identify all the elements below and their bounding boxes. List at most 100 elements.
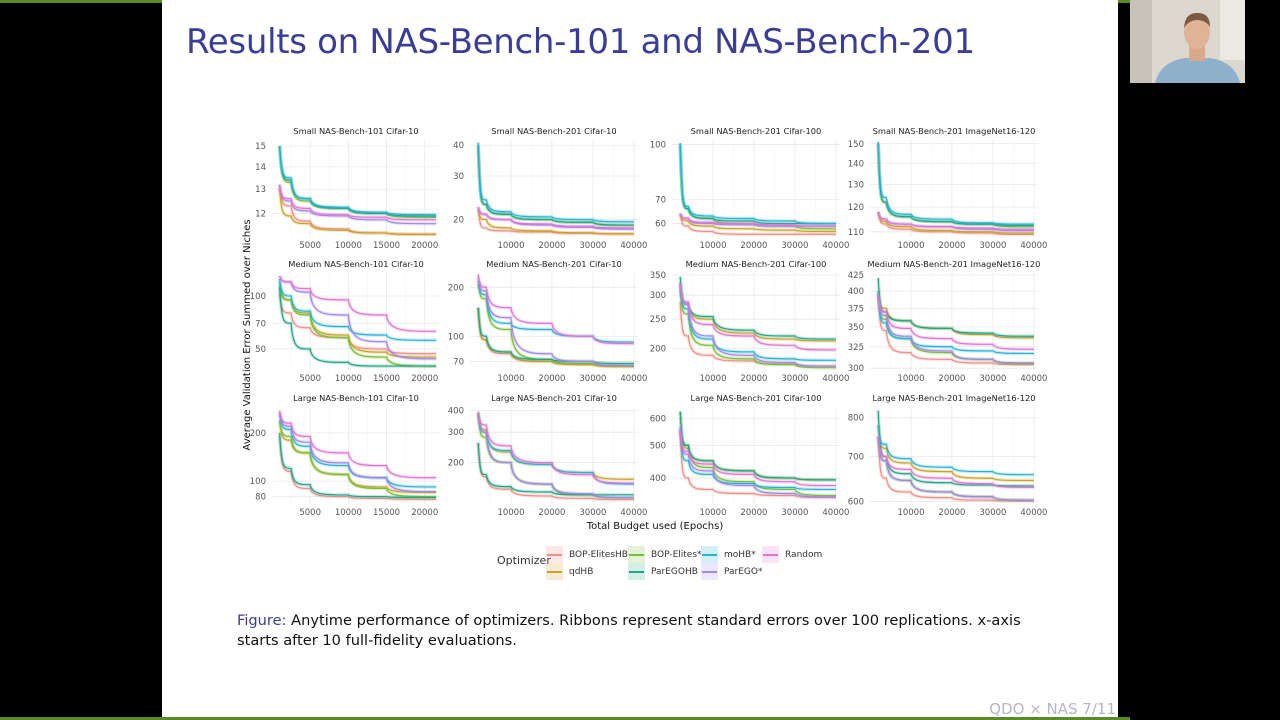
y-tick-label: 14 <box>255 163 266 173</box>
x-tick-label: 10000 <box>335 241 362 251</box>
series-line-ParEGO* <box>679 426 836 498</box>
y-tick-label: 110 <box>848 228 864 238</box>
x-tick-label: 10000 <box>699 241 726 251</box>
legend: Optimizer BOP-ElitesHB qdHB BOP-Elites* Par… <box>162 0 1118 600</box>
y-tick-label: 100 <box>448 332 464 342</box>
y-tick-label: 100 <box>250 477 266 487</box>
x-axis-label: Total Budget used (Epochs) <box>586 521 724 532</box>
y-tick-label: 30 <box>453 172 464 182</box>
series-line-Random <box>477 411 634 484</box>
webcam-video <box>1130 0 1245 83</box>
x-tick-label: 30000 <box>579 508 606 518</box>
panel: 10000 20000 30000 40000 200 250 300 350 Medium N… <box>650 259 850 384</box>
series-line-ParEGO* <box>877 436 1034 501</box>
legend-item: moHB* <box>701 546 756 563</box>
series-line-moHB* <box>477 142 634 223</box>
slide-title: Results on NAS-Bench-101 and NAS-Bench-2… <box>186 22 975 62</box>
panel-title: Small NAS-Bench-201 Cifar-10 <box>491 126 616 136</box>
series-line-qdHB <box>477 209 634 235</box>
y-tick-label: 800 <box>848 414 864 424</box>
x-tick-label: 40000 <box>620 508 647 518</box>
panel-title: Small NAS-Bench-101 Cifar-10 <box>293 126 418 136</box>
x-tick-label: 10000 <box>897 508 924 518</box>
panel-title: Medium NAS-Bench-101 Cifar-10 <box>288 259 424 269</box>
y-tick-label: 130 <box>848 180 864 190</box>
panel: 10000 20000 30000 40000 200 300 400 Large NAS-B… <box>448 393 648 518</box>
legend-label: BOP-Elites* <box>651 549 702 560</box>
legend-item: BOP-Elites* <box>628 546 702 563</box>
legend-swatch <box>546 563 563 580</box>
y-tick-label: 12 <box>255 209 266 219</box>
series-line-ParEGO* <box>477 277 634 367</box>
y-tick-label: 200 <box>448 283 464 293</box>
panel-title: Large NAS-Bench-101 Cifar-10 <box>293 393 419 403</box>
legend-item: Random <box>762 546 822 563</box>
x-tick-label: 5000 <box>299 374 321 384</box>
panel: 10000 20000 30000 40000 400 500 600 Large NAS-B… <box>650 393 850 518</box>
x-tick-label: 20000 <box>938 241 965 251</box>
x-tick-label: 10000 <box>497 508 524 518</box>
legend-swatch <box>628 546 645 563</box>
caption-text: Anytime performance of optimizers. Ribbo… <box>237 612 1021 649</box>
y-tick-label: 300 <box>848 364 864 374</box>
y-tick-label: 50 <box>255 345 266 355</box>
x-tick-label: 20000 <box>740 374 767 384</box>
y-tick-label: 100 <box>650 141 666 151</box>
series-line-moHB* <box>877 141 1034 225</box>
x-tick-label: 15000 <box>373 241 400 251</box>
y-tick-label: 40 <box>453 141 464 151</box>
slide-footer: QDO × NAS 7/11 <box>989 700 1116 718</box>
y-tick-label: 250 <box>650 315 666 325</box>
panel-title: Medium NAS-Bench-201 ImageNet16-120 <box>868 259 1041 269</box>
y-tick-label: 150 <box>848 140 864 150</box>
series-line-BOP-ElitesHB <box>679 213 836 235</box>
panel-title: Small NAS-Bench-201 Cifar-100 <box>691 126 822 136</box>
series-line-Random <box>679 431 836 487</box>
series-line-ParEGOHB <box>679 144 836 225</box>
panel-title: Large NAS-Bench-201 Cifar-100 <box>691 393 822 403</box>
series-line-ParEGO* <box>279 411 437 493</box>
series-line-BOP-ElitesHB <box>877 436 1034 502</box>
x-tick-label: 30000 <box>979 374 1006 384</box>
x-tick-label: 30000 <box>781 241 808 251</box>
x-tick-label: 20000 <box>411 374 438 384</box>
y-tick-label: 200 <box>448 459 464 469</box>
series-line-ParEGOHB <box>477 145 634 226</box>
y-tick-label: 140 <box>848 159 864 169</box>
x-tick-label: 20000 <box>538 508 565 518</box>
legend-label: qdHB <box>569 566 594 577</box>
x-tick-label: 10000 <box>497 241 524 251</box>
series-line-Random <box>877 294 1034 350</box>
series-line-Random <box>279 186 437 221</box>
bottom-accent-bar <box>0 717 1130 720</box>
panel-title: Medium NAS-Bench-201 Cifar-10 <box>486 259 622 269</box>
series-line-BOP-ElitesHB <box>477 442 634 501</box>
x-tick-label: 20000 <box>740 508 767 518</box>
series-line-moHB* <box>679 428 836 491</box>
x-tick-label: 40000 <box>822 508 849 518</box>
series-line-qdHB <box>877 211 1034 234</box>
x-tick-label: 10000 <box>335 374 362 384</box>
x-tick-label: 30000 <box>781 508 808 518</box>
series-line-qdHB <box>877 425 1034 482</box>
panel: 10000 20000 30000 40000 600 700 800 Large NAS-B… <box>848 393 1048 518</box>
panel: 10000 20000 30000 40000 60 70 100 Small NAS-Ben… <box>650 126 850 251</box>
series-line-Random <box>279 410 437 479</box>
x-tick-label: 10000 <box>699 508 726 518</box>
series-line-moHB* <box>279 278 437 341</box>
x-tick-label: 40000 <box>1020 508 1047 518</box>
legend-swatch <box>628 563 645 580</box>
slide: Results on NAS-Bench-101 and NAS-Bench-2… <box>162 0 1118 718</box>
legend-label: moHB* <box>724 549 756 560</box>
series-line-BOP-Elites* <box>679 290 836 369</box>
x-tick-label: 20000 <box>938 508 965 518</box>
y-tick-label: 375 <box>848 304 864 314</box>
series-line-BOP-ElitesHB <box>877 211 1034 235</box>
x-tick-label: 5000 <box>299 241 321 251</box>
caption-label: Figure: <box>237 612 287 629</box>
legend-item: ParEGOHB <box>628 563 698 580</box>
x-tick-label: 10000 <box>699 374 726 384</box>
x-tick-label: 20000 <box>411 241 438 251</box>
figure-small-multiples: 5000 10000 15000 20000 12 13 14 15 Small NAS-Ben… <box>242 126 1048 532</box>
series-line-BOP-ElitesHB <box>279 293 437 355</box>
